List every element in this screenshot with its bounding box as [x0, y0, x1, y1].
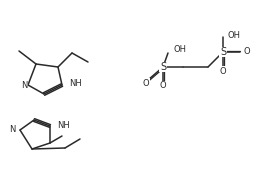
Text: S: S: [220, 47, 226, 57]
Text: NH: NH: [57, 122, 70, 130]
Text: O: O: [143, 79, 149, 87]
Text: N: N: [9, 126, 15, 135]
Text: O: O: [220, 66, 226, 76]
Text: NH: NH: [69, 79, 82, 89]
Text: S: S: [160, 62, 166, 72]
Text: OH: OH: [228, 31, 241, 40]
Text: N: N: [21, 81, 27, 89]
Text: O: O: [243, 48, 250, 57]
Text: OH: OH: [173, 46, 186, 55]
Text: O: O: [160, 81, 166, 91]
